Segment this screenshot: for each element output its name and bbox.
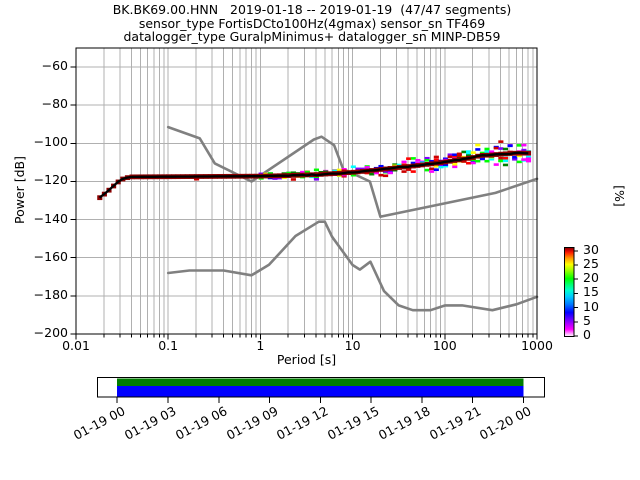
colorbar-tick-label: 5 [583, 312, 591, 328]
x-tick-label: 0.01 [62, 338, 90, 353]
psd-probability-histogram [97, 140, 532, 201]
x-tick-label: 0.1 [158, 338, 179, 353]
y-tick-label: −60 [41, 58, 68, 74]
coverage-time-strip [117, 386, 524, 397]
x-tick-label: 10 [344, 338, 361, 353]
x-tick-label: 1 [256, 338, 265, 353]
colorbar-tick-label: 15 [583, 284, 599, 300]
colorbar [564, 247, 578, 337]
y-tick-label: −100 [33, 134, 68, 150]
axes-frame-and-ticks [70, 47, 538, 340]
noise-model-curves [166, 125, 539, 312]
x-tick-label: 1000 [521, 338, 553, 353]
y-tick-label: −80 [41, 96, 68, 112]
colorbar-tick-label: 30 [583, 241, 599, 257]
mode-psd-line [98, 151, 529, 199]
colorbar-tick-label: 20 [583, 270, 599, 286]
plot-title: BK.BK69.00.HNN 2019-01-18 -- 2019-01-19 … [112, 2, 512, 17]
datalogger-info-line: datalogger_type GuralpMinimus+ datalogge… [123, 29, 501, 44]
y-tick-label: −160 [33, 248, 68, 264]
colorbar-tick-label: 25 [583, 256, 599, 271]
mode-psd-path [98, 151, 529, 199]
colorbar-unit-label: [%] [612, 185, 627, 207]
sensor-info-line: sensor_type FortisDCto100Hz(4gmax) senso… [138, 16, 486, 31]
coverage-data-strip [117, 378, 524, 386]
nlnm-curve [166, 220, 539, 312]
colorbar-tick-label: 0 [583, 327, 591, 342]
x-tick-label: 100 [432, 338, 457, 353]
y-tick-label: −120 [33, 172, 68, 188]
colorbar-bar [564, 247, 575, 337]
nhnm-curve [166, 125, 539, 218]
y-tick-label: −140 [33, 210, 68, 226]
y-tick-label: −200 [33, 325, 68, 340]
x-axis-label: Period [s] [276, 352, 337, 367]
time-coverage-bar [97, 377, 545, 403]
y-tick-label: −180 [33, 286, 68, 302]
axes-border [75, 47, 538, 335]
colorbar-tick-label: 10 [583, 298, 599, 314]
grid-lines [76, 48, 537, 334]
